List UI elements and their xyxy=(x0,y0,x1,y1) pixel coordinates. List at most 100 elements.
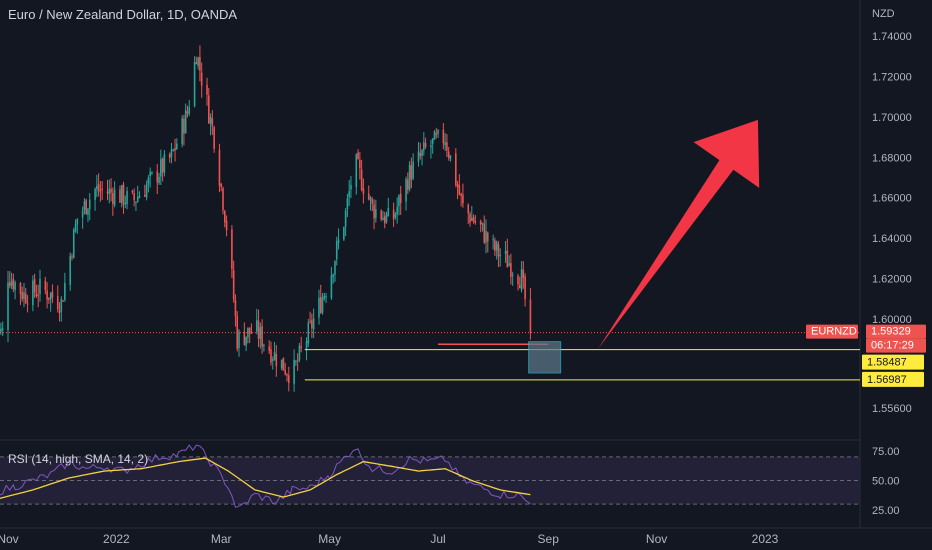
candle-body xyxy=(136,196,139,202)
candle-body xyxy=(437,130,439,135)
candle-body xyxy=(282,357,285,371)
candle-body xyxy=(334,261,336,275)
candle-body xyxy=(138,195,141,198)
candle-body xyxy=(245,336,247,346)
candle-body xyxy=(474,221,477,223)
candle-body xyxy=(48,297,50,300)
price-axis[interactable]: 1.74000 1.72000 1.70000 1.68000 1.66000 1.640… xyxy=(872,31,912,517)
candles xyxy=(0,45,532,392)
grid xyxy=(0,0,932,529)
candle-body xyxy=(243,331,246,345)
time-tick-label: Sep xyxy=(538,532,560,546)
candle-body xyxy=(35,293,38,297)
candle-body xyxy=(359,159,361,169)
candle-body xyxy=(257,320,260,339)
candle-body xyxy=(156,171,159,183)
candle-body xyxy=(135,201,137,203)
candle-body xyxy=(19,282,22,294)
candle-body xyxy=(421,150,423,156)
time-tick-label: Nov xyxy=(646,532,667,546)
candle-body xyxy=(410,165,413,180)
candle-body xyxy=(286,374,288,376)
candle-body xyxy=(238,331,240,348)
candle-body xyxy=(263,344,265,347)
candle-body xyxy=(312,318,315,330)
candle-body xyxy=(423,142,425,151)
candle-body xyxy=(344,210,347,227)
candle-body xyxy=(305,341,308,350)
candle-body xyxy=(184,110,187,134)
countdown-tag-bg xyxy=(866,338,926,353)
candle-body xyxy=(158,176,160,183)
candle-body xyxy=(511,274,514,276)
candle-body xyxy=(319,296,322,313)
candle-body xyxy=(357,152,359,160)
candle-body xyxy=(14,282,16,290)
candle-body xyxy=(506,250,509,268)
candle-body xyxy=(232,270,235,300)
candle-body xyxy=(424,143,427,147)
candle-body xyxy=(337,239,340,243)
candle-body xyxy=(51,291,54,298)
candle-body xyxy=(248,327,251,334)
candle-body xyxy=(462,194,464,204)
candle-body xyxy=(311,320,313,329)
time-tick-label: 2023 xyxy=(752,532,779,546)
candle-body xyxy=(444,142,446,146)
candle-body xyxy=(163,154,166,173)
candle-body xyxy=(0,328,2,333)
rsi-tick-label: 75.00 xyxy=(872,446,900,458)
candle-body xyxy=(486,232,489,242)
candle-body xyxy=(470,217,473,221)
candle-body xyxy=(56,296,59,310)
candle-body xyxy=(483,223,486,243)
candle-body xyxy=(108,188,111,194)
candle-body xyxy=(211,118,214,127)
price-tick-label: 1.64000 xyxy=(872,233,912,245)
candle-body xyxy=(255,320,258,332)
candle-body xyxy=(495,242,498,251)
candle-body xyxy=(151,172,153,174)
time-axis[interactable]: Nov 2022 Mar May Jul Sep Nov 2023 xyxy=(0,532,779,546)
candle-body xyxy=(58,310,61,314)
last-price-tag: 1.59329 xyxy=(871,326,911,338)
candle-body xyxy=(330,275,333,298)
candle-body xyxy=(97,184,100,192)
candle-body xyxy=(318,298,320,318)
candle-body xyxy=(195,62,198,65)
candle-body xyxy=(325,296,327,298)
candle-body xyxy=(497,244,500,257)
candle-body xyxy=(408,164,411,190)
candle-body xyxy=(485,230,487,243)
candle-body xyxy=(350,184,352,190)
candle-body xyxy=(273,352,276,360)
price-tick-label: 1.66000 xyxy=(872,193,912,205)
candle-body xyxy=(433,131,436,140)
candle-body xyxy=(110,188,112,193)
candle-body xyxy=(309,320,311,322)
candle-body xyxy=(510,263,512,277)
overlays xyxy=(0,119,860,381)
price-tick-label: 1.72000 xyxy=(872,71,912,83)
candle-body xyxy=(499,255,502,257)
candle-body xyxy=(467,204,470,214)
candle-body xyxy=(72,229,75,259)
candle-body xyxy=(209,116,212,124)
candle-body xyxy=(170,149,173,157)
candle-body xyxy=(383,216,386,224)
countdown-tag: 06:17:29 xyxy=(871,340,914,352)
candle-body xyxy=(346,198,349,210)
candle-body xyxy=(460,193,462,196)
candle-body xyxy=(307,322,310,344)
candle-body xyxy=(295,361,297,363)
candle-body xyxy=(119,189,121,203)
candle-body xyxy=(293,360,295,384)
candle-body xyxy=(332,274,334,277)
candle-body xyxy=(280,359,283,369)
candle-body xyxy=(524,276,526,300)
candle-body xyxy=(472,217,475,222)
candle-body xyxy=(220,183,223,187)
candle-body xyxy=(419,152,422,157)
candle-body xyxy=(529,299,532,333)
